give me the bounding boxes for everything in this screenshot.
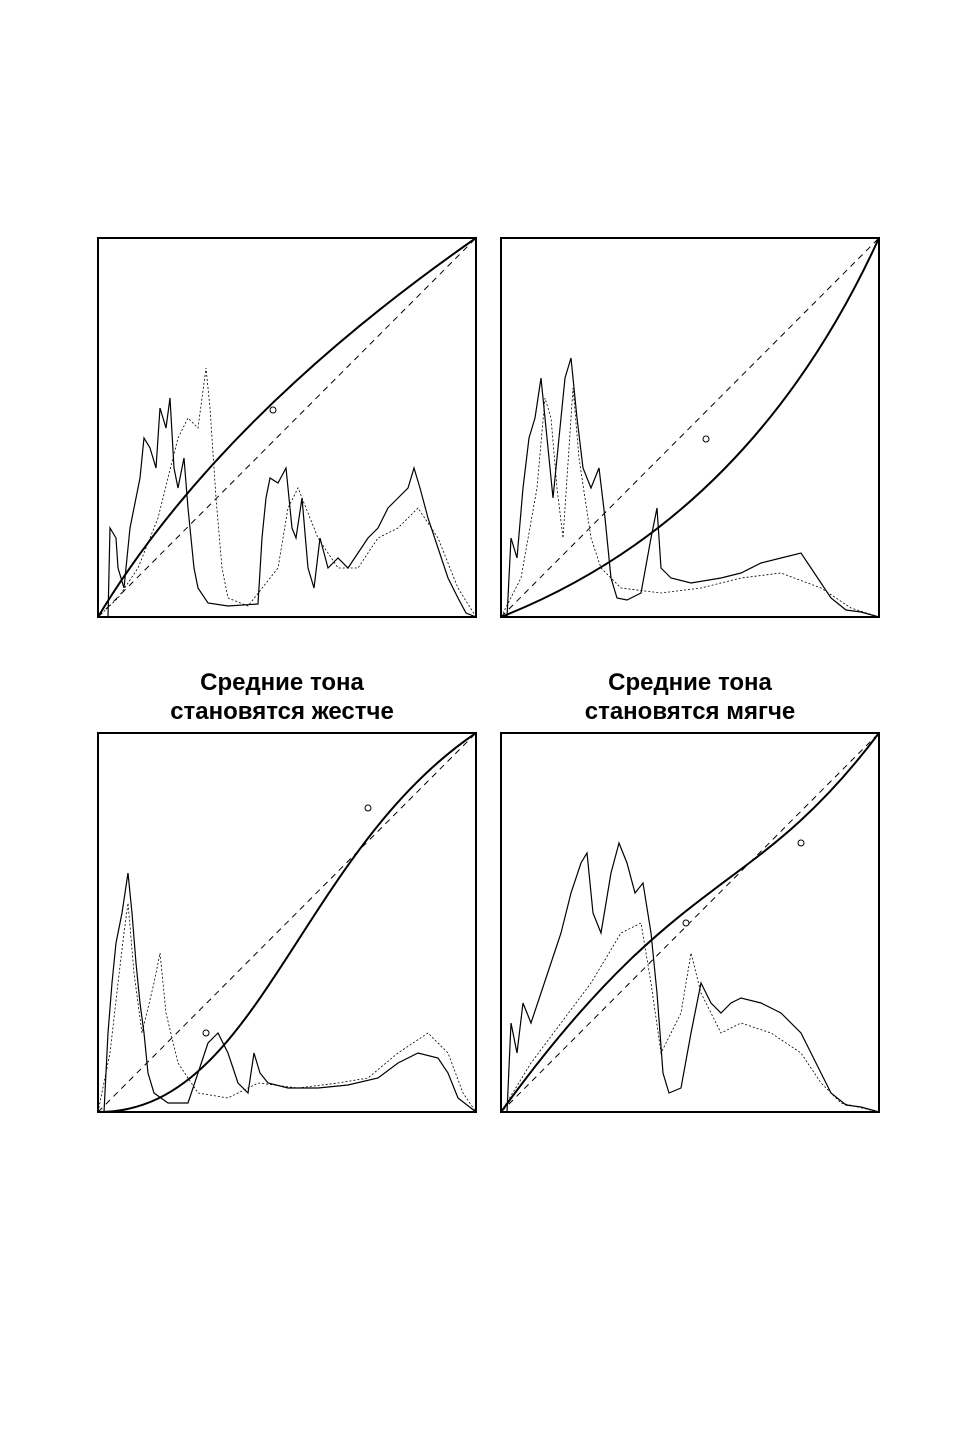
curve-panel [97, 732, 477, 1114]
caption: становятся мягче [585, 698, 796, 725]
caption: Средние тона [200, 669, 364, 696]
curve-panel [97, 237, 477, 618]
caption: становятся жестче [170, 698, 394, 725]
caption: Средние тона [608, 669, 772, 696]
curve-panel [500, 732, 880, 1113]
curve-panel [500, 237, 880, 618]
